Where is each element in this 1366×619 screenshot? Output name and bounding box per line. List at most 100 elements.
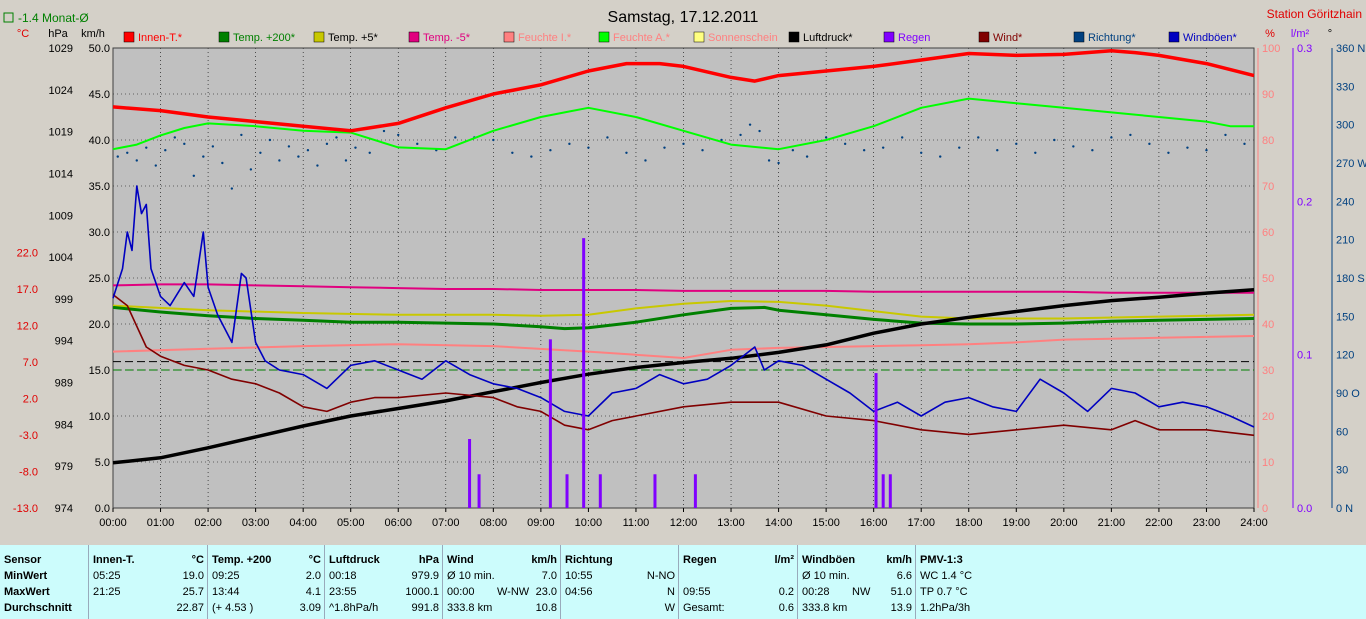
stats-row: 333.8 km 13.9 xyxy=(802,601,912,616)
direction-point xyxy=(135,159,138,162)
rain-bar xyxy=(653,474,657,508)
series-line-innen xyxy=(112,49,1255,133)
direction-tick-label: 30 xyxy=(1336,465,1348,477)
x-tick-label: 05:00 xyxy=(337,517,365,529)
stats-row: 22.87 xyxy=(93,601,204,616)
direction-point xyxy=(720,138,723,142)
direction-point xyxy=(843,142,847,146)
legend-label-regen: Regen xyxy=(898,32,930,44)
stats-cell: NW xyxy=(852,586,871,598)
rain-axis-unit: l/m² xyxy=(1291,28,1310,40)
stats-row: WC 1.4 °C xyxy=(920,569,1363,584)
humidity-tick-label: 100 xyxy=(1262,43,1280,55)
pressure-tick-label: 999 xyxy=(55,294,73,306)
stats-cell: 1.2hPa/3h xyxy=(920,602,971,614)
direction-point xyxy=(344,159,348,162)
stats-cell: 0.6 xyxy=(778,602,794,614)
stats-row: 00:18 979.9 xyxy=(329,569,439,584)
legend-label-richtung: Richtung* xyxy=(1088,32,1136,44)
direction-point xyxy=(268,138,272,142)
direction-point xyxy=(211,145,215,148)
series-line-wind xyxy=(112,293,1255,437)
direction-point xyxy=(644,159,647,162)
rain-bar xyxy=(548,339,552,508)
stats-row: 09:25 2.0 xyxy=(212,569,321,584)
stats-cell: 7.0 xyxy=(541,570,557,582)
stats-row: 05:25 19.0 xyxy=(93,569,204,584)
stats-column: Wind km/h Ø 10 min. 7.0 00:00 W-NW 23.0 333.8 k… xyxy=(442,545,561,619)
direction-point xyxy=(492,138,495,142)
rain-bar xyxy=(888,474,892,508)
direction-point xyxy=(1015,142,1018,146)
stats-cell: Durchschnitt xyxy=(4,602,72,614)
direction-tick-label: 150 xyxy=(1336,311,1354,323)
speed-tick-label: 50.0 xyxy=(89,43,110,55)
direction-point xyxy=(739,133,742,137)
stats-row: 23:55 1000.1 xyxy=(329,585,439,600)
stats-cell: 13.9 xyxy=(890,602,912,614)
month-avg-icon xyxy=(3,12,14,23)
direction-point xyxy=(939,155,942,158)
legend-label-luftdruck: Luftdruck* xyxy=(803,32,853,44)
temp-tick-label: -3.0 xyxy=(19,430,38,442)
rain-tick-label: 0.0 xyxy=(1297,503,1312,515)
x-tick-label: 13:00 xyxy=(717,517,745,529)
humidity-tick-label: 80 xyxy=(1262,135,1274,147)
speed-tick-label: 0.0 xyxy=(95,503,110,515)
stats-cell: Temp. +200 xyxy=(212,554,272,566)
rain-bar xyxy=(468,439,472,508)
direction-point xyxy=(287,145,291,148)
speed-axis-unit: km/h xyxy=(81,28,105,40)
stats-cell: 09:55 xyxy=(683,586,711,598)
series-line-tempm5 xyxy=(112,283,1254,294)
stats-cell: 00:00 xyxy=(447,586,475,598)
direction-point xyxy=(416,142,419,146)
pressure-tick-label: 1004 xyxy=(49,252,73,264)
stats-column: Regen l/m² 09:55 0.2 Gesamt: 0.6 xyxy=(678,545,798,619)
direction-point xyxy=(996,149,999,152)
direction-point xyxy=(1167,151,1170,154)
humidity-tick-label: 40 xyxy=(1262,319,1274,331)
legend: Innen-T.* Temp. +200* Temp. +5* Temp. -5* Fe… xyxy=(123,31,1238,44)
stats-cell: 3.09 xyxy=(299,602,321,614)
speed-tick-label: 15.0 xyxy=(89,365,110,377)
legend-swatch-tempm5 xyxy=(408,31,420,43)
direction-point xyxy=(1110,136,1113,139)
x-tick-label: 10:00 xyxy=(575,517,603,529)
stats-row: 00:28 NW 51.0 xyxy=(802,585,912,600)
stats-row: 1.2hPa/3h xyxy=(920,601,1363,616)
direction-point xyxy=(297,155,300,158)
x-tick-label: 20:00 xyxy=(1050,517,1078,529)
direction-point xyxy=(530,155,533,158)
stats-cell: 6.6 xyxy=(896,570,912,582)
stats-cell: 00:18 xyxy=(329,570,357,582)
legend-label-feuchte_a: Feuchte A.* xyxy=(613,32,671,44)
direction-point xyxy=(382,129,386,133)
x-tick-label: 17:00 xyxy=(907,517,935,529)
stats-cell: 1000.1 xyxy=(405,586,439,598)
stats-cell: Windböen xyxy=(802,554,856,566)
temp-tick-label: 17.0 xyxy=(17,284,38,296)
x-tick-label: 06:00 xyxy=(384,517,412,529)
direction-point xyxy=(748,123,752,126)
direction-point xyxy=(1053,138,1056,142)
pressure-tick-label: 1019 xyxy=(49,127,73,139)
series-line-windboen xyxy=(112,185,1255,428)
direction-point xyxy=(606,136,609,139)
stats-row: 13:44 4.1 xyxy=(212,585,321,600)
legend-label-temp5: Temp. +5* xyxy=(328,32,379,44)
legend-swatch-temp5 xyxy=(313,31,325,43)
stats-cell: PMV-1:3 xyxy=(920,554,963,566)
direction-point xyxy=(900,136,904,139)
stats-cell: °C xyxy=(191,554,204,566)
humidity-tick-label: 70 xyxy=(1262,181,1274,193)
direction-point xyxy=(154,164,157,167)
legend-label-feuchte_i: Feuchte I.* xyxy=(518,32,572,44)
stats-row: 00:00 W-NW 23.0 xyxy=(447,585,557,600)
stats-cell: N-NO xyxy=(646,570,675,582)
direction-tick-label: 270 W xyxy=(1336,158,1366,170)
stats-cell: Regen xyxy=(683,554,717,566)
humidity-axis-unit: % xyxy=(1265,28,1275,40)
direction-point xyxy=(805,155,809,158)
stats-row: MinWert xyxy=(4,569,84,584)
